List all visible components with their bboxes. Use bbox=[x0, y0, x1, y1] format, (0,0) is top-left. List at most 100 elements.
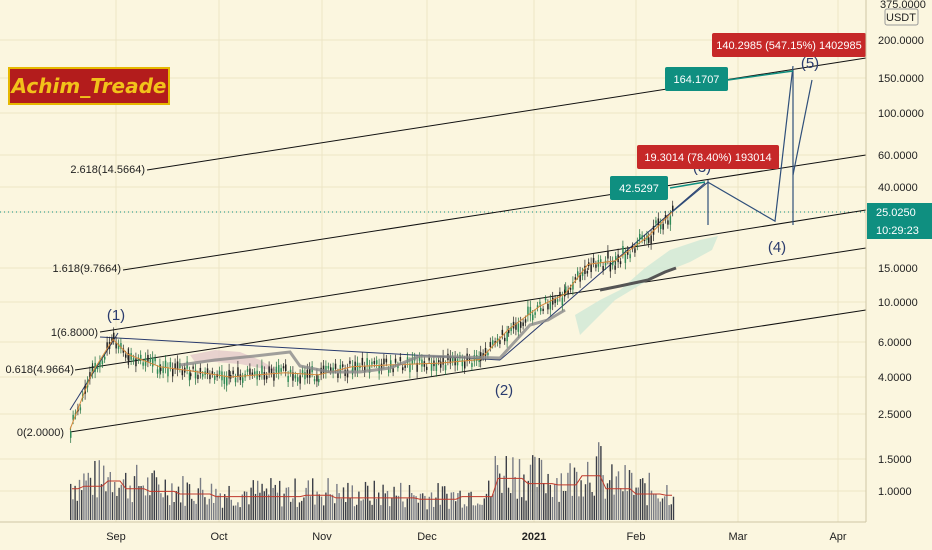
volume-bar bbox=[536, 486, 538, 520]
volume-bar bbox=[461, 507, 463, 520]
candle-body bbox=[615, 256, 617, 261]
volume-bar bbox=[76, 500, 78, 520]
candle-body bbox=[435, 363, 438, 371]
candle-body bbox=[438, 360, 440, 363]
price-line bbox=[69, 211, 673, 430]
volume-bar bbox=[261, 483, 263, 520]
volume-bar bbox=[158, 484, 160, 520]
candle-body bbox=[426, 366, 428, 371]
volume-bar bbox=[191, 498, 193, 520]
candle-body bbox=[234, 377, 237, 383]
candle-body bbox=[524, 319, 527, 323]
volume-bar bbox=[386, 490, 389, 520]
candle-body bbox=[268, 366, 270, 373]
volume-bar bbox=[270, 478, 272, 520]
last-price-label: 25.0250 bbox=[876, 207, 916, 219]
volume-bar bbox=[257, 480, 259, 520]
candle-body bbox=[156, 369, 159, 374]
candle-body bbox=[174, 363, 176, 370]
fib-level-label: 1(6.8000) bbox=[51, 327, 98, 339]
volume-bar bbox=[230, 499, 232, 520]
candle-body bbox=[592, 257, 595, 263]
candle-body bbox=[574, 277, 577, 280]
candle-body bbox=[242, 377, 244, 383]
candle-body bbox=[120, 343, 122, 349]
volume-bar bbox=[512, 457, 514, 520]
candle-body bbox=[218, 370, 221, 375]
volume-bar bbox=[188, 484, 191, 520]
candle-body bbox=[421, 359, 423, 367]
price-scale-tick: 15.0000 bbox=[878, 263, 918, 275]
price-scale-tick: 40.0000 bbox=[878, 182, 918, 194]
fib-channel-line bbox=[69, 309, 867, 433]
candle-body bbox=[318, 378, 320, 383]
price-series bbox=[69, 200, 718, 443]
volume-bar bbox=[94, 460, 96, 520]
candle-body bbox=[662, 223, 664, 230]
volume-bar bbox=[279, 480, 281, 520]
volume-bar bbox=[169, 505, 171, 520]
candle-body bbox=[619, 261, 622, 265]
candle-body bbox=[140, 354, 142, 360]
volume-bar bbox=[609, 480, 611, 520]
volume-bar bbox=[657, 498, 659, 520]
candle-body bbox=[275, 366, 278, 373]
candle-body bbox=[96, 366, 99, 370]
candle-body bbox=[416, 362, 418, 372]
candle-body bbox=[627, 250, 629, 255]
price-scale-tick: 6.0000 bbox=[878, 337, 912, 349]
candle-body bbox=[289, 369, 292, 374]
candle-body bbox=[411, 357, 414, 365]
candle-body bbox=[622, 246, 624, 254]
candle-body bbox=[179, 363, 181, 368]
candle-body bbox=[392, 368, 394, 373]
volume-bar bbox=[250, 487, 252, 520]
candle-body bbox=[239, 374, 242, 381]
candle-body bbox=[614, 265, 616, 270]
volume-bar bbox=[171, 483, 173, 520]
candle-body bbox=[117, 343, 120, 349]
volume-bar bbox=[182, 476, 184, 520]
volume-bar bbox=[153, 470, 155, 520]
volume-bar bbox=[488, 480, 490, 520]
time-axis-tick: Mar bbox=[729, 531, 748, 543]
candle-body bbox=[306, 369, 309, 378]
volume-bar bbox=[551, 496, 554, 520]
volume-bar bbox=[276, 492, 279, 520]
candle-body bbox=[339, 364, 342, 373]
volume-bar bbox=[501, 492, 503, 520]
candle-body bbox=[430, 363, 433, 371]
candle-body bbox=[263, 372, 266, 380]
volume-bar bbox=[571, 495, 573, 520]
volume-bar bbox=[598, 442, 600, 520]
volume-bar bbox=[459, 490, 461, 520]
candle-body bbox=[282, 366, 285, 369]
volume-bar bbox=[446, 493, 448, 520]
volume-bar bbox=[268, 494, 270, 520]
volume-bar bbox=[248, 504, 250, 520]
volume-bar bbox=[195, 503, 197, 520]
target-tag-bg bbox=[637, 145, 779, 169]
volume-bar bbox=[118, 487, 120, 520]
volume-bar bbox=[624, 465, 626, 520]
volume-bar bbox=[422, 493, 424, 520]
candle-body bbox=[579, 273, 581, 282]
target-tag-bg bbox=[712, 33, 866, 57]
candle-body bbox=[641, 235, 643, 240]
volume-ma-line bbox=[72, 475, 672, 500]
candle-body bbox=[522, 322, 524, 326]
candle-body bbox=[501, 329, 504, 335]
candle-body bbox=[607, 250, 609, 259]
fib-labels: 2.618(14.5664) 1.618(9.7664) 1(6.8000) 0.61… bbox=[6, 164, 146, 439]
candle-body bbox=[542, 308, 544, 311]
volume-bar bbox=[661, 498, 664, 520]
candle-body bbox=[209, 374, 211, 380]
fib-level-label: 0(2.0000) bbox=[17, 427, 64, 439]
candle-body bbox=[464, 361, 466, 369]
time-axis[interactable]: Sep Oct Nov Dec 2021 Feb Mar Apr bbox=[0, 521, 932, 550]
candle-body bbox=[190, 373, 192, 377]
volume-bar bbox=[507, 487, 510, 520]
candle-body bbox=[547, 303, 549, 310]
